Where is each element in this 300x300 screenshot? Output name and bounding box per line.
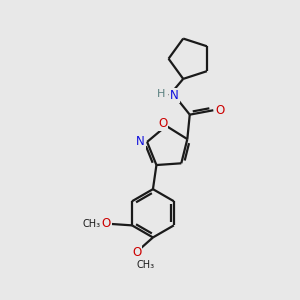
Text: O: O [158,117,167,130]
Text: O: O [132,246,141,259]
Text: H: H [157,89,165,99]
Text: O: O [215,104,224,117]
Text: O: O [102,218,111,230]
Text: N: N [170,89,179,102]
Text: N: N [136,135,145,148]
Text: CH₃: CH₃ [136,260,154,269]
Text: CH₃: CH₃ [82,219,101,229]
